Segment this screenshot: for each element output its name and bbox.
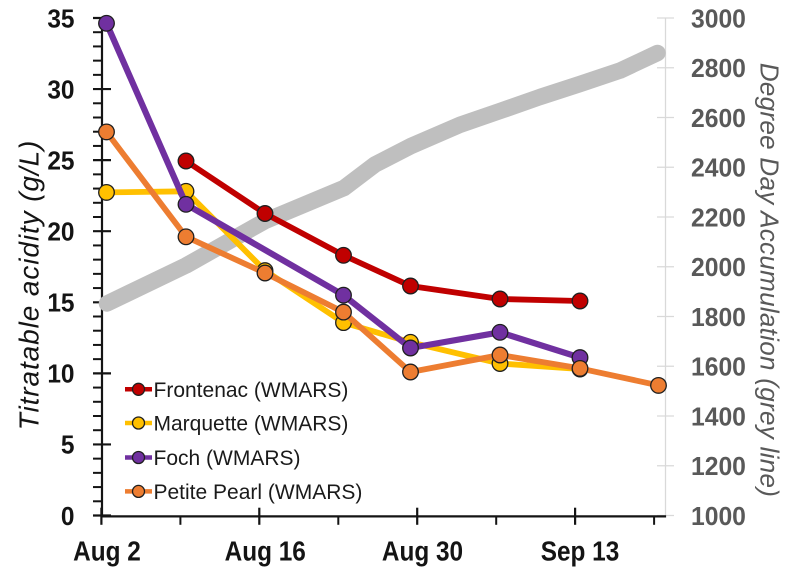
- svg-text:Aug 2: Aug 2: [73, 535, 141, 567]
- svg-text:15: 15: [47, 289, 74, 318]
- svg-text:20: 20: [47, 218, 74, 247]
- svg-text:30: 30: [47, 76, 74, 105]
- svg-text:2400: 2400: [691, 154, 746, 183]
- svg-text:2000: 2000: [691, 253, 746, 282]
- svg-text:1200: 1200: [691, 452, 746, 481]
- svg-text:2800: 2800: [691, 54, 746, 83]
- svg-text:0: 0: [61, 502, 75, 531]
- svg-text:5: 5: [61, 431, 75, 460]
- svg-text:35: 35: [47, 5, 74, 34]
- svg-text:25: 25: [47, 147, 74, 176]
- svg-text:1400: 1400: [691, 403, 746, 432]
- svg-text:2600: 2600: [691, 104, 746, 133]
- svg-text:10: 10: [47, 360, 74, 389]
- svg-text:Sep 13: Sep 13: [541, 535, 620, 567]
- svg-text:Marquette (WMARS): Marquette (WMARS): [154, 413, 349, 436]
- svg-text:Aug 30: Aug 30: [382, 535, 463, 567]
- svg-text:1600: 1600: [691, 353, 746, 382]
- svg-text:Titratable acidity (g/L): Titratable acidity (g/L): [14, 140, 45, 431]
- svg-text:Petite Pearl (WMARS): Petite Pearl (WMARS): [154, 481, 363, 504]
- svg-text:2200: 2200: [691, 204, 746, 233]
- svg-text:Degree Day Accumulation (grey: Degree Day Accumulation (grey line): [755, 63, 785, 497]
- svg-text:1000: 1000: [691, 502, 746, 531]
- svg-text:Foch (WMARS): Foch (WMARS): [154, 447, 301, 470]
- svg-text:Aug 16: Aug 16: [225, 535, 306, 567]
- svg-text:Frontenac (WMARS): Frontenac (WMARS): [154, 379, 349, 402]
- svg-text:3000: 3000: [691, 5, 746, 34]
- svg-text:1800: 1800: [691, 303, 746, 332]
